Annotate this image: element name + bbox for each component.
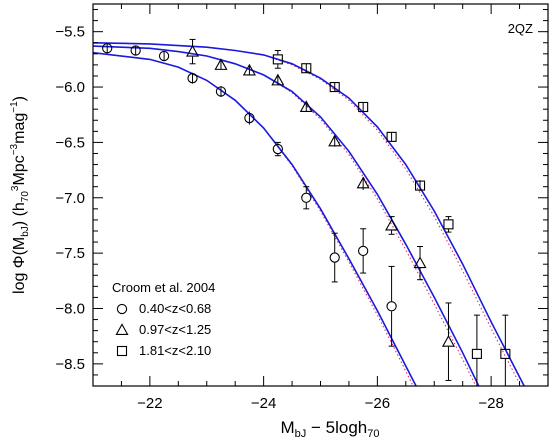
circle-point [358,245,369,257]
triangle-point [356,176,370,189]
axes: −22 −24 −26 −28 −5.5 −6.0 −6.5 −7.0 −7.5 −8.0 −8.5 [55,3,549,412]
x-tick-label: −28 [478,395,503,412]
y-tick-label: −7.5 [55,245,85,262]
corner-label: 2QZ [508,21,533,36]
triangle-point [328,134,342,147]
legend-label: 1.81<z<2.10 [139,343,211,358]
square-point [414,180,426,191]
circle-point [187,73,198,84]
circle-point [329,252,340,263]
y-tick-label: −7.0 [55,190,85,207]
square-point [301,63,312,74]
triangle-point [441,334,456,347]
legend-marker-square [116,345,128,357]
circle-point [244,112,255,124]
square-point [471,348,482,359]
x-tick-label: −26 [365,395,390,412]
data-points [102,38,511,386]
y-tick-label: −6.0 [55,79,85,96]
square-point [500,348,511,359]
x-tick-label: −24 [251,395,276,412]
triangle-point [299,100,313,113]
reference-curve-1 [93,52,414,386]
circle-point [272,143,283,155]
model-curve-1 [93,51,417,386]
circle-point [215,86,227,97]
square-point [329,81,340,93]
square-point [386,131,397,142]
triangle-point [214,58,228,70]
y-tick-label: −6.5 [55,134,85,151]
circle-point [102,43,113,54]
triangle-point [413,256,427,269]
legend-title: Croom et al. 2004 [112,280,215,295]
circle-point [301,192,312,203]
triangle-point [242,63,256,76]
y-tick-label: −5.5 [55,24,85,41]
reference-curve-3 [93,42,522,386]
square-point [358,101,369,113]
legend-label: 0.97<z<1.25 [139,322,211,337]
square-point [272,54,283,65]
y-tick-label: −8.5 [55,356,85,373]
legend-marker-circle [116,303,128,315]
legend-label: 0.40<z<0.68 [139,301,211,316]
triangle-point [385,218,399,231]
x-tick-label: −22 [137,395,162,412]
y-axis-title: log Φ(MbJ) (h703Mpc−3mag−1) [9,96,31,294]
circle-point [158,50,170,62]
legend: Croom et al. 2004 0.40<z<0.68 0.97<z<1.25 1… [112,280,215,358]
x-axis-title: MbJ − 5logh70 [280,418,379,440]
triangle-point [271,73,285,86]
circle-point [386,301,397,312]
y-tick-label: −8.0 [55,300,85,317]
square-point [443,219,454,230]
triangle-point [185,44,200,57]
circle-point [130,45,141,56]
model-curve-3 [93,42,526,386]
legend-marker-triangle [115,323,129,336]
